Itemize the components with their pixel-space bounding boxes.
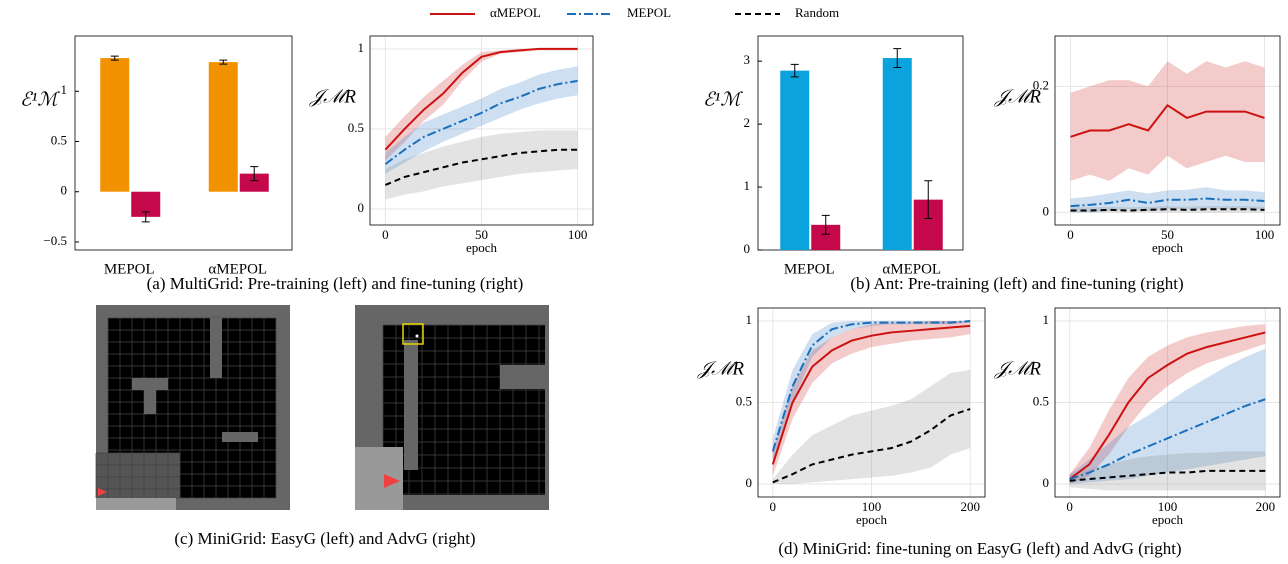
y-tick-label: 0 [746, 475, 753, 490]
y-tick-label: 0 [61, 183, 68, 198]
y-tick-label: 0.5 [1033, 393, 1049, 408]
wall [210, 318, 222, 378]
bar [883, 58, 912, 250]
x-tick-label: 0 [1066, 499, 1073, 514]
y-tick-label: 1 [744, 178, 751, 193]
caption: (c) MiniGrid: EasyG (left) and AdvG (rig… [174, 529, 475, 548]
y-tick-label: 0 [358, 200, 365, 215]
y-tick-label: 1 [746, 312, 753, 327]
y-tick-label: 0 [1043, 475, 1050, 490]
y-axis-label: 𝒥ℳR [994, 86, 1041, 107]
wall [144, 390, 156, 414]
corridor [404, 340, 418, 470]
y-axis-label: ℰ¹ℳ [20, 89, 60, 110]
y-axis-label: 𝒥ℳR [309, 86, 356, 107]
wall [132, 378, 168, 390]
y-tick-label: 0.5 [348, 120, 364, 135]
bar [209, 62, 238, 192]
y-axis-label: 𝒥ℳR [994, 358, 1041, 379]
x-axis-label: epoch [1152, 240, 1184, 255]
x-tick-label: 0 [1067, 227, 1074, 242]
x-tick-label: 200 [1256, 499, 1276, 514]
x-tick-label: αMEPOL [882, 261, 941, 277]
x-tick-label: 0 [382, 227, 389, 242]
x-tick-label: 100 [1255, 227, 1275, 242]
bar [100, 58, 129, 192]
y-tick-label: 0 [1043, 203, 1050, 218]
y-tick-label: 0 [744, 241, 751, 256]
legend-label: MEPOL [627, 5, 671, 20]
wall [222, 432, 258, 442]
start-area [355, 447, 403, 510]
legend-label: Random [795, 5, 839, 20]
x-tick-label: MEPOL [104, 261, 155, 277]
y-tick-label: 1 [358, 40, 365, 55]
x-axis-label: epoch [466, 240, 498, 255]
y-tick-label: −0.5 [43, 233, 67, 248]
y-tick-label: 1 [1043, 312, 1050, 327]
y-tick-label: 2 [744, 115, 751, 130]
x-axis-label: epoch [1152, 512, 1184, 527]
figure: (a) MultiGrid: Pre-training (left) and f… [0, 0, 1288, 564]
y-axis-label: ℰ¹ℳ [703, 89, 743, 110]
y-tick-label: 3 [744, 52, 751, 67]
goal-dot [416, 335, 419, 338]
cell-area [96, 453, 180, 498]
x-tick-label: MEPOL [784, 261, 835, 277]
y-tick-label: 0.5 [736, 393, 752, 408]
wall [500, 365, 545, 389]
x-tick-label: 0 [770, 499, 777, 514]
bar [780, 71, 809, 250]
x-tick-label: 100 [568, 227, 588, 242]
wall [96, 498, 176, 510]
caption: (a) MultiGrid: Pre-training (left) and f… [147, 274, 524, 293]
y-tick-label: 1 [61, 82, 68, 97]
x-tick-label: 200 [960, 499, 980, 514]
legend-label: αMEPOL [490, 5, 541, 20]
y-tick-label: 0.5 [51, 132, 67, 147]
x-tick-label: αMEPOL [208, 261, 267, 277]
x-axis-label: epoch [856, 512, 888, 527]
y-axis-label: 𝒥ℳR [697, 358, 744, 379]
caption: (d) MiniGrid: fine-tuning on EasyG (left… [778, 539, 1181, 558]
